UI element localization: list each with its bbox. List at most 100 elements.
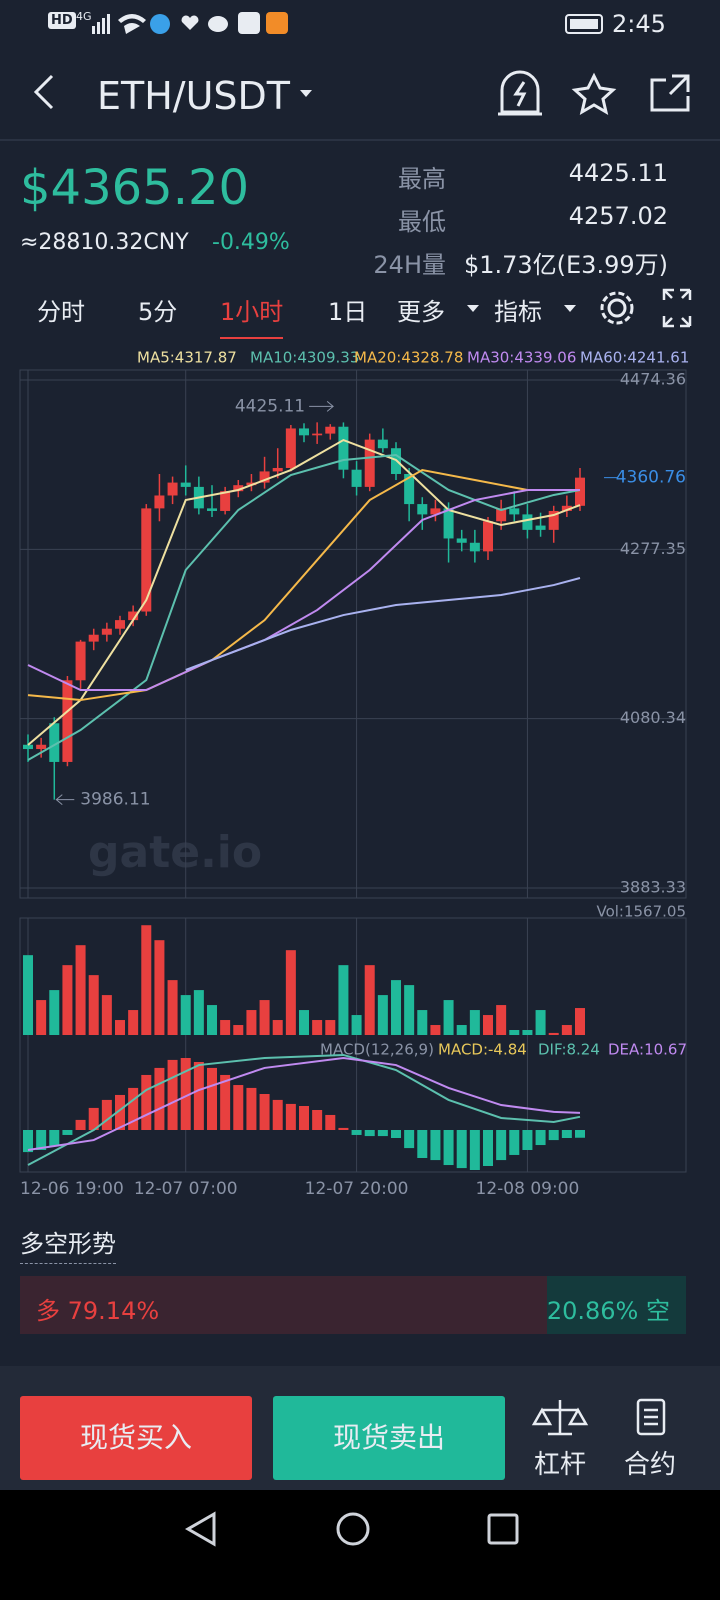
buy-button[interactable]: 现货买入 — [20, 1396, 252, 1480]
macd-title: MACD(12,26,9) — [320, 1041, 434, 1059]
candle-body — [62, 680, 73, 762]
macd-bar — [285, 1103, 296, 1130]
candle-body — [509, 508, 520, 515]
pair-title[interactable]: ETH/USDT — [97, 74, 291, 118]
legend-entry: MA10:4309.33 — [250, 349, 359, 367]
volume-bar — [233, 1025, 244, 1035]
macd-bar — [325, 1114, 336, 1130]
candle-body — [417, 504, 428, 515]
margin-button[interactable]: 杠杆 — [534, 1450, 587, 1480]
macd-bar — [36, 1130, 47, 1150]
tab-dropdowns — [467, 305, 576, 312]
nav-recent[interactable] — [487, 1513, 519, 1545]
volume-bar — [285, 950, 296, 1035]
sentiment-title: 多空形势 — [20, 1224, 116, 1264]
candle-body — [23, 744, 33, 750]
interval-tab[interactable]: 1小时 — [220, 292, 284, 339]
candle-body — [299, 428, 309, 436]
long-text: 多 79.14% — [36, 1291, 159, 1326]
volume-bar — [49, 990, 60, 1035]
macd-bar — [88, 1107, 99, 1130]
interval-tab[interactable]: 分时 — [37, 298, 85, 326]
cny-price: ≈28810.32CNY — [20, 230, 189, 255]
macd-bar — [62, 1130, 73, 1135]
legend-entry: MA30:4339.06 — [467, 349, 576, 367]
y-tick-label: 4080.34 — [620, 708, 686, 727]
volume-bar — [548, 1032, 559, 1035]
volume-bar — [338, 965, 349, 1035]
alert-button[interactable] — [498, 70, 542, 116]
macd-bar — [548, 1130, 559, 1141]
candle-body — [364, 439, 375, 487]
hd-icon: HD — [48, 12, 76, 29]
candle-body — [180, 482, 191, 487]
short-text: 20.86% 空 — [547, 1291, 670, 1326]
short-pct: 20.86% — [546, 1297, 639, 1325]
candle-body — [36, 744, 47, 750]
change-pct: -0.49% — [212, 230, 290, 255]
interval-tab[interactable]: 5分 — [138, 298, 178, 326]
volume-bar — [128, 1010, 139, 1035]
share-button[interactable] — [650, 74, 690, 112]
high-value: 4425.11 — [568, 159, 668, 187]
futures-button[interactable]: 合约 — [624, 1450, 677, 1480]
volume-bar — [509, 1030, 520, 1035]
volume-bar — [417, 1010, 428, 1035]
nav-bar — [0, 1490, 720, 1600]
last-price: $4365.20 — [20, 160, 250, 216]
nav-home[interactable] — [336, 1512, 370, 1546]
macd-bar — [404, 1130, 415, 1149]
volume-bar — [351, 1015, 362, 1035]
interval-tab[interactable]: 指标 — [494, 298, 542, 326]
tool-icons — [531, 1398, 666, 1436]
back-button[interactable] — [33, 74, 54, 110]
candle-body — [75, 641, 86, 681]
low-label: 最低 — [398, 208, 446, 236]
interval-tab[interactable]: 1日 — [328, 298, 368, 326]
macd-bar — [364, 1130, 375, 1137]
volume-bar — [312, 1020, 323, 1035]
volume-bar — [75, 945, 86, 1035]
macd-bar — [180, 1058, 191, 1130]
volume-bar — [141, 925, 152, 1035]
candle-body — [220, 491, 231, 511]
sell-button[interactable]: 现货卖出 — [273, 1396, 505, 1480]
macd-bar — [154, 1067, 165, 1130]
candle-body — [233, 485, 244, 492]
favorite-button[interactable] — [571, 72, 617, 116]
macd-bar — [193, 1062, 204, 1130]
macd-bar — [128, 1087, 139, 1130]
macd-legend: DIF:8.24 — [538, 1041, 600, 1059]
x-tick-label: 12-06 19:00 — [20, 1179, 124, 1199]
volume-bar — [443, 1000, 454, 1035]
settings-button[interactable] — [600, 291, 634, 325]
macd-line — [27, 1056, 581, 1151]
candle-body — [246, 482, 257, 486]
volume-bar — [496, 1005, 507, 1035]
candle-body — [522, 514, 533, 530]
macd-bar — [377, 1130, 388, 1137]
ma-line — [27, 453, 581, 761]
x-tick-label: 12-07 20:00 — [305, 1179, 409, 1199]
last-price-label: 4360.76 — [616, 468, 686, 488]
macd-bar — [522, 1130, 533, 1150]
nav-back[interactable] — [184, 1511, 216, 1547]
legend-entry: MA5:4317.87 — [137, 349, 237, 367]
pair-dropdown[interactable] — [300, 90, 312, 97]
volume-bar — [522, 1030, 533, 1035]
macd-bar — [220, 1074, 231, 1130]
volume-bar — [167, 980, 178, 1035]
ma-line — [27, 438, 581, 746]
y-tick-label: 4474.36 — [620, 370, 686, 389]
macd-bar — [456, 1130, 467, 1169]
fullscreen-button[interactable] — [662, 288, 692, 328]
macd-bar — [417, 1130, 428, 1158]
candle-body — [101, 628, 112, 635]
macd-bar — [259, 1094, 270, 1130]
x-tick-label: 12-07 07:00 — [134, 1179, 238, 1199]
interval-tab[interactable]: 更多 — [397, 298, 445, 326]
candle-body — [312, 433, 323, 436]
candle-body — [430, 508, 441, 515]
volume-bar — [272, 1020, 283, 1035]
macd-legend: MACD:-4.84 — [438, 1041, 527, 1059]
